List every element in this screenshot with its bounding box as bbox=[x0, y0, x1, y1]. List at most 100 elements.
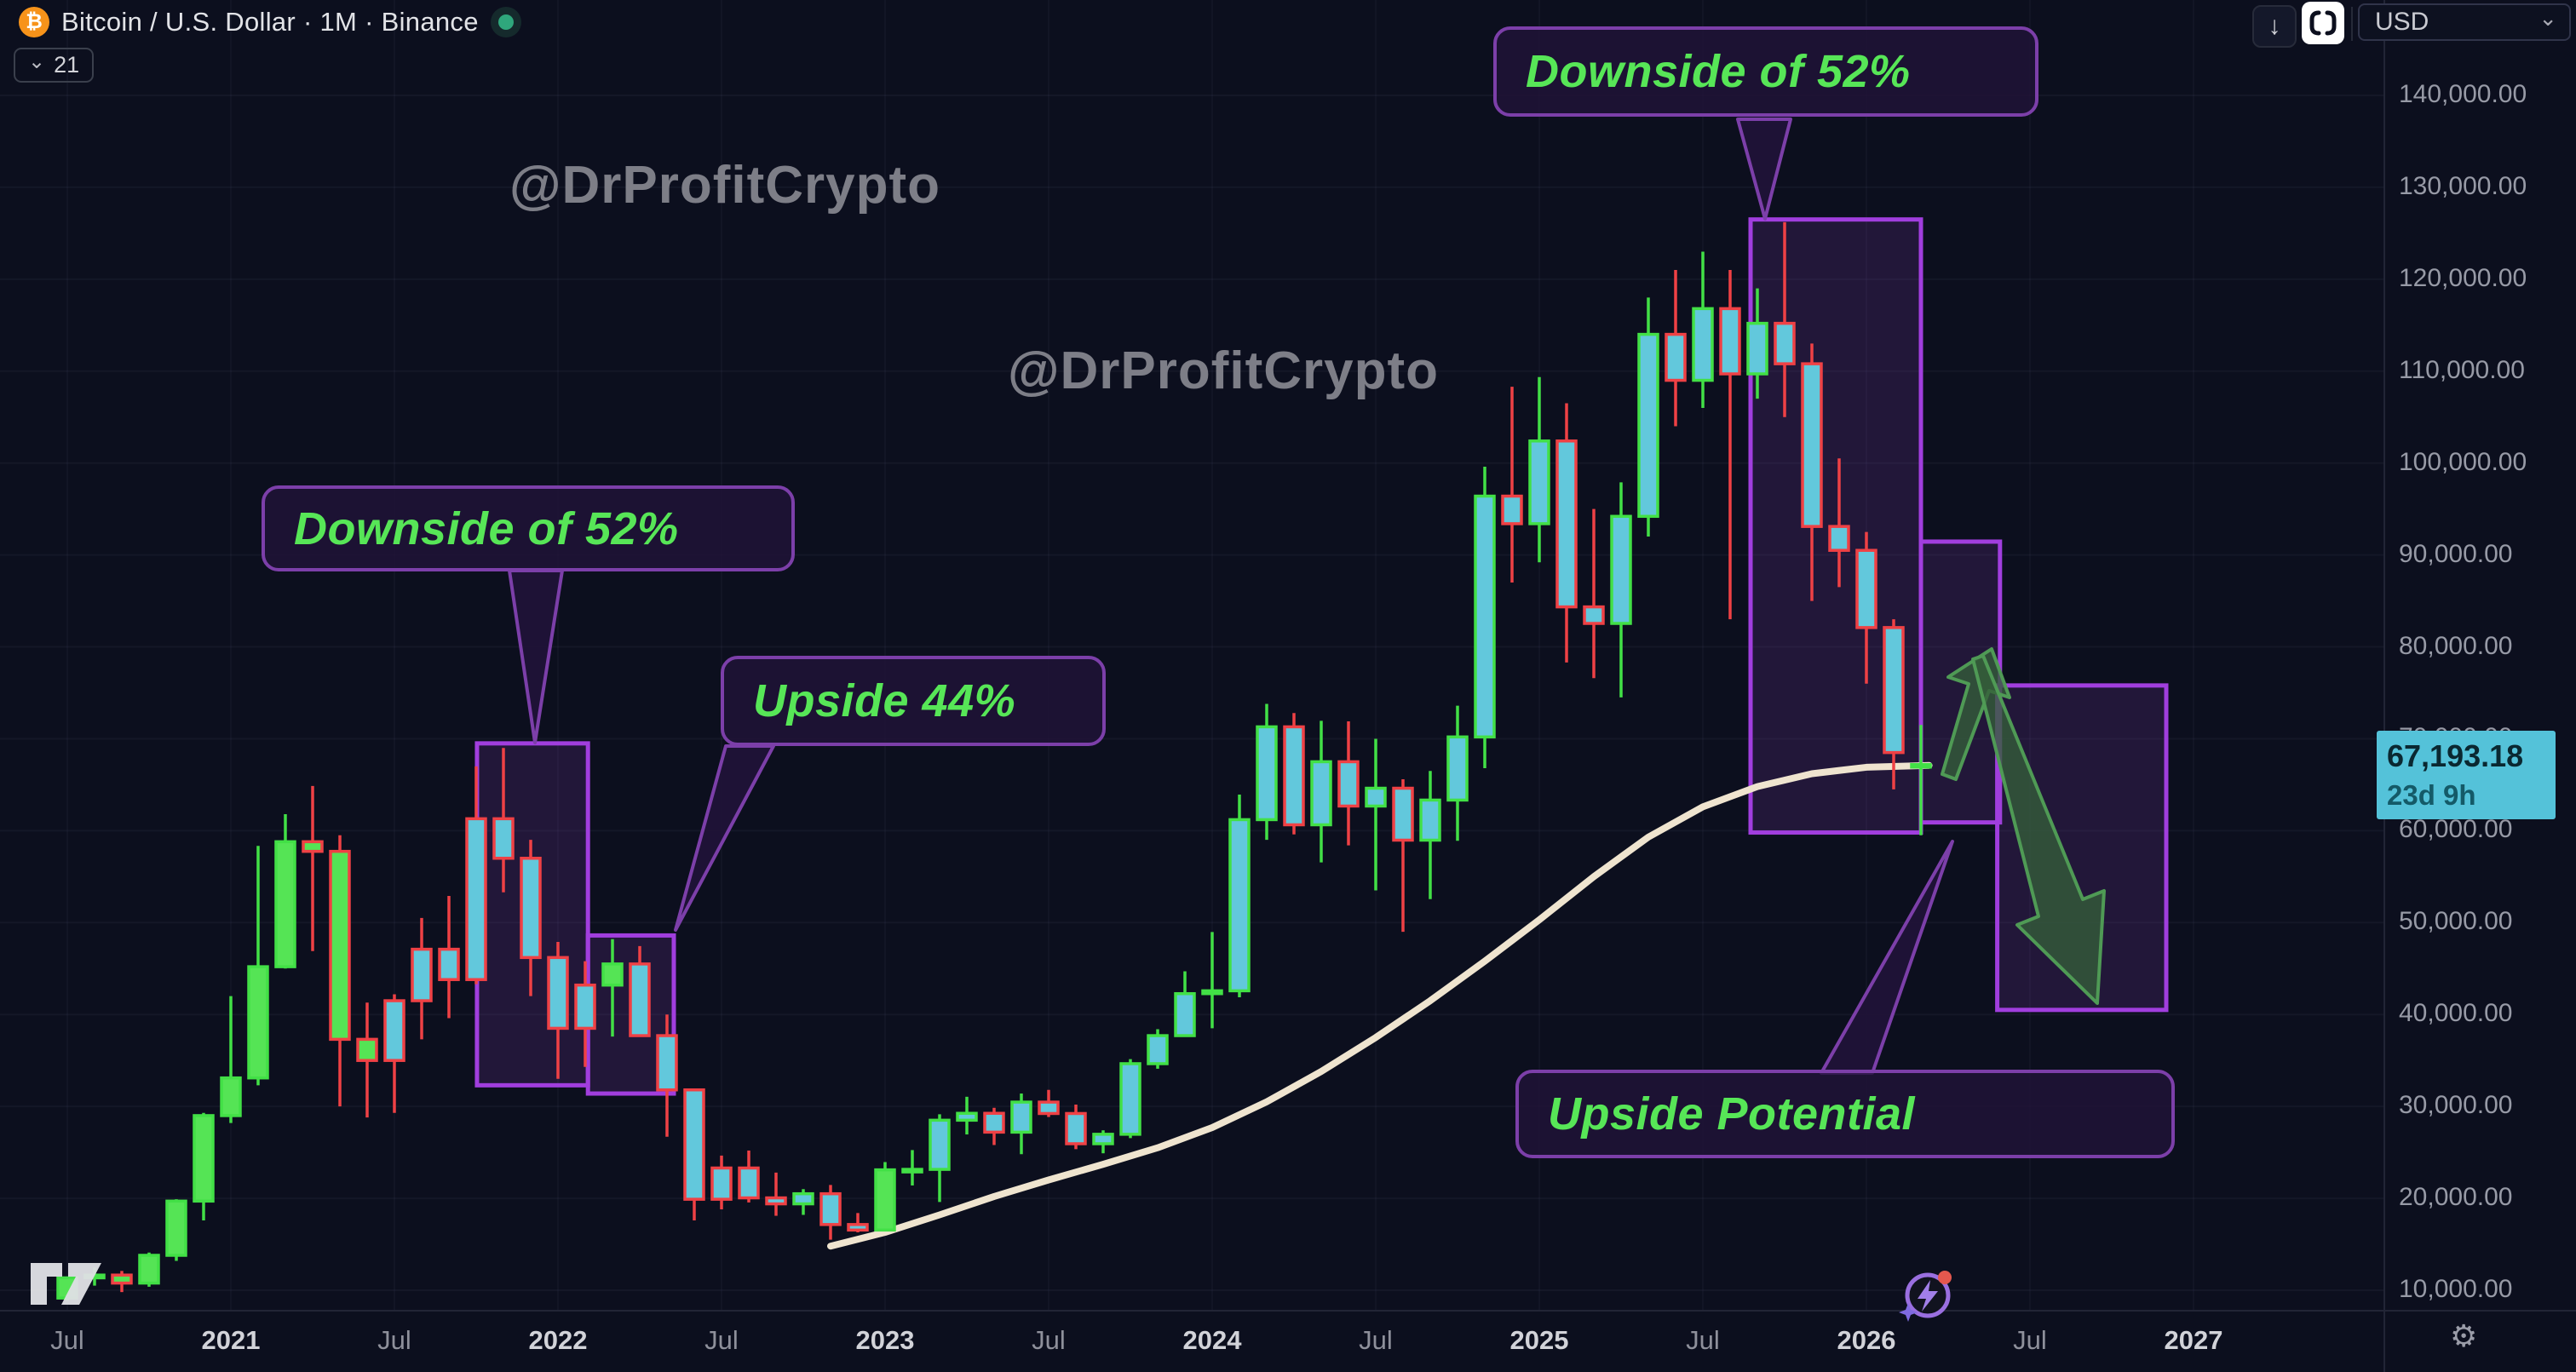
candle-body bbox=[710, 1166, 733, 1201]
market-status-icon[interactable] bbox=[490, 7, 521, 37]
time-axis[interactable]: ⚙ Jul 2021 Jul 2022 Jul 2023 Jul 2024 Jul 2025 Jul… bbox=[0, 1310, 2576, 1372]
current-price-label[interactable]: 67,193.18 23d 9h bbox=[2377, 731, 2556, 819]
candle-body bbox=[1637, 332, 1659, 519]
candle-body bbox=[1774, 321, 1796, 365]
candle-countdown: 23d 9h bbox=[2387, 779, 2476, 811]
stem-downside-left bbox=[508, 569, 564, 744]
candle-body bbox=[547, 956, 569, 1030]
candle-body bbox=[520, 857, 542, 960]
axis-divider bbox=[2383, 1312, 2385, 1372]
time-tick-label: 2021 bbox=[201, 1325, 261, 1355]
flash-event-icon[interactable] bbox=[1898, 1266, 1958, 1325]
candle-body bbox=[765, 1196, 787, 1206]
candle-body bbox=[1419, 798, 1441, 842]
currency-value: USD bbox=[2375, 8, 2429, 36]
candle-body bbox=[438, 947, 460, 981]
candle-body bbox=[165, 1199, 187, 1257]
watermark-handle: @DrProfitCrypto bbox=[1008, 342, 1440, 400]
candle-body bbox=[792, 1191, 814, 1206]
time-tick-label: 2027 bbox=[2164, 1325, 2223, 1355]
time-tick-label: 2025 bbox=[1509, 1325, 1569, 1355]
indicator-chip[interactable]: ⌄ 21 bbox=[14, 48, 95, 83]
candle-body bbox=[1665, 332, 1687, 382]
candle-body bbox=[193, 1114, 215, 1203]
candle-body bbox=[1147, 1034, 1169, 1065]
candle-body bbox=[1883, 626, 1905, 755]
time-tick-label: Jul bbox=[50, 1325, 84, 1355]
price-tick-label: 50,000.00 bbox=[2399, 907, 2513, 936]
price-tick-label: 90,000.00 bbox=[2399, 539, 2513, 568]
time-tick-label: Jul bbox=[377, 1325, 411, 1355]
price-tick-label: 30,000.00 bbox=[2399, 1091, 2513, 1120]
dump-down-arrow[interactable] bbox=[1971, 654, 2106, 1005]
candle-body bbox=[1801, 362, 1823, 528]
candle-body bbox=[1610, 514, 1632, 625]
candle-body bbox=[220, 1076, 242, 1117]
time-tick-label: 2026 bbox=[1837, 1325, 1896, 1355]
moving-average-line[interactable] bbox=[827, 761, 1933, 1250]
time-tick-label: 2024 bbox=[1182, 1325, 1242, 1355]
candle-body bbox=[847, 1223, 869, 1232]
candle-body bbox=[356, 1037, 378, 1062]
candle-body bbox=[1528, 439, 1550, 525]
candle-body bbox=[1092, 1133, 1114, 1145]
time-tick-label: 2023 bbox=[855, 1325, 915, 1355]
callout-text: Upside 44% bbox=[753, 675, 1016, 726]
candle-body bbox=[1583, 605, 1605, 625]
candle-body bbox=[874, 1168, 896, 1232]
candle-body bbox=[683, 1088, 705, 1201]
toolbar-divider bbox=[2351, 7, 2353, 41]
candle-body bbox=[1201, 989, 1223, 996]
time-tick-label: Jul bbox=[1359, 1325, 1393, 1355]
time-tick-label: 2022 bbox=[528, 1325, 588, 1355]
bitcoin-logo-icon: ₿ bbox=[19, 7, 49, 37]
candle-body bbox=[329, 849, 351, 1042]
candle-body bbox=[1310, 760, 1332, 827]
callout-upside-potential[interactable]: Upside Potential bbox=[1515, 1070, 2175, 1158]
tradingview-logo-icon[interactable] bbox=[26, 1259, 107, 1308]
symbol-header: ₿ Bitcoin / U.S. Dollar · 1M · Binance bbox=[19, 7, 521, 37]
callout-text: Upside Potential bbox=[1548, 1088, 1916, 1140]
price-tick-label: 40,000.00 bbox=[2399, 999, 2513, 1028]
callout-downside-top[interactable]: Downside of 52% bbox=[1493, 26, 2038, 117]
candle-body bbox=[1256, 725, 1278, 822]
candle-body bbox=[983, 1111, 1005, 1134]
price-axis[interactable]: 140,000.00 130,000.00 120,000.00 110,000.00… bbox=[2383, 0, 2576, 1310]
price-tick-label: 140,000.00 bbox=[2399, 80, 2527, 108]
candle-body bbox=[1828, 525, 1850, 552]
axis-settings-gear-icon[interactable]: ⚙ bbox=[2450, 1318, 2478, 1353]
market-open-dot-icon bbox=[497, 14, 514, 30]
candle-body bbox=[1855, 548, 1877, 629]
current-price-value: 67,193.18 bbox=[2387, 738, 2524, 773]
candle-body bbox=[1692, 307, 1714, 382]
candle-body bbox=[1719, 307, 1741, 376]
candle-body bbox=[819, 1191, 842, 1226]
candle-body bbox=[138, 1254, 160, 1285]
time-tick-label: Jul bbox=[704, 1325, 739, 1355]
candle-body bbox=[1910, 763, 1932, 769]
download-button[interactable]: ↓ bbox=[2252, 5, 2297, 48]
candle-body bbox=[901, 1168, 923, 1174]
candle-body bbox=[302, 840, 324, 853]
candle-body bbox=[956, 1111, 978, 1122]
callout-downside-left[interactable]: Downside of 52% bbox=[262, 485, 795, 571]
candle-body bbox=[1065, 1111, 1087, 1145]
candle-body bbox=[1283, 725, 1305, 827]
candle-body bbox=[1038, 1100, 1060, 1116]
symbol-title[interactable]: Bitcoin / U.S. Dollar · 1M · Binance bbox=[61, 7, 479, 37]
candle-body bbox=[274, 840, 296, 968]
candle-body bbox=[1555, 439, 1578, 609]
candle-body bbox=[1365, 786, 1387, 808]
fullscreen-button[interactable] bbox=[2302, 2, 2344, 44]
price-tick-label: 10,000.00 bbox=[2399, 1275, 2513, 1303]
currency-select[interactable]: USD ⌄ bbox=[2358, 3, 2571, 41]
candle-body bbox=[1010, 1100, 1032, 1134]
callout-upside-44[interactable]: Upside 44% bbox=[721, 656, 1106, 746]
time-tick-label: Jul bbox=[1686, 1325, 1720, 1355]
candle-body bbox=[629, 962, 651, 1037]
candle-body bbox=[656, 1034, 678, 1092]
candle-body bbox=[492, 817, 515, 860]
indicator-chip-label: 21 bbox=[54, 52, 80, 77]
candle-body bbox=[465, 817, 487, 981]
